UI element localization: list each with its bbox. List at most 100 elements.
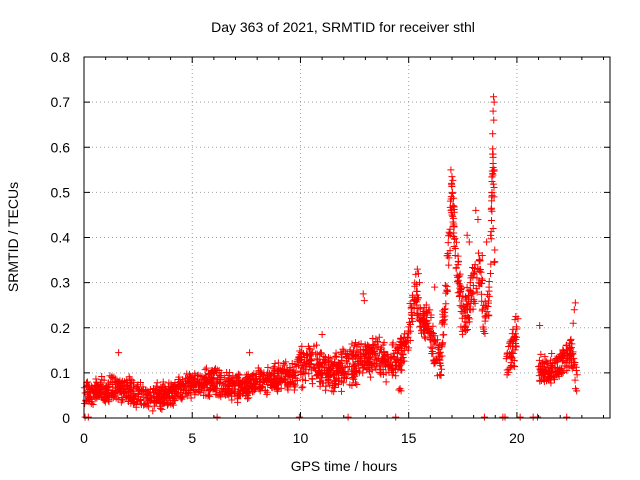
data-point [83, 378, 91, 386]
data-point [444, 239, 452, 247]
data-point [490, 116, 498, 124]
data-point [186, 373, 194, 381]
chart-title: Day 363 of 2021, SRMTID for receiver sth… [211, 19, 475, 35]
data-point [84, 413, 92, 421]
data-point [416, 317, 424, 325]
data-point [430, 338, 438, 346]
data-point [115, 349, 123, 357]
data-point [275, 366, 283, 374]
data-point [318, 331, 326, 339]
data-point [480, 413, 488, 421]
data-point [208, 379, 216, 387]
data-point [483, 238, 491, 246]
data-point [334, 380, 342, 388]
data-point [146, 397, 154, 405]
data-point [559, 347, 567, 355]
data-point [550, 374, 558, 382]
data-point [474, 215, 482, 223]
data-point [297, 364, 305, 372]
data-point [458, 327, 466, 335]
data-point [563, 413, 571, 421]
data-point [481, 314, 489, 322]
data-point [376, 368, 384, 376]
data-point [201, 374, 209, 382]
data-point [421, 323, 429, 331]
data-point [252, 370, 260, 378]
data-point [85, 393, 93, 401]
data-point [446, 197, 454, 205]
data-point [512, 339, 520, 347]
data-point [357, 340, 365, 348]
y-tick-label: 0.4 [51, 230, 71, 246]
data-point [98, 372, 106, 380]
x-tick-label: 5 [188, 430, 196, 446]
data-point [102, 388, 110, 396]
data-point [393, 356, 401, 364]
data-point [213, 377, 221, 385]
data-point [413, 287, 421, 295]
data-point [449, 212, 457, 220]
data-point [359, 290, 367, 298]
data-point [100, 395, 108, 403]
data-point [535, 356, 543, 364]
data-point [325, 378, 333, 386]
data-point [478, 290, 486, 298]
data-point [476, 256, 484, 264]
data-point [317, 349, 325, 357]
data-point [422, 301, 430, 309]
data-point [573, 371, 581, 379]
data-point [298, 384, 306, 392]
data-point [186, 383, 194, 391]
data-point [165, 379, 173, 387]
data-point [416, 279, 424, 287]
data-point [419, 322, 427, 330]
data-point [215, 391, 223, 399]
data-point [398, 366, 406, 374]
data-point [130, 378, 138, 386]
data-point [484, 297, 492, 305]
data-point [352, 339, 360, 347]
y-tick-label: 0 [62, 410, 70, 426]
data-point [359, 364, 367, 372]
data-point [158, 388, 166, 396]
data-point [328, 358, 336, 366]
data-point [369, 334, 377, 342]
data-point [227, 387, 235, 395]
data-point [330, 383, 338, 391]
data-point [436, 348, 444, 356]
data-point [127, 399, 135, 407]
data-point [505, 343, 513, 351]
data-point [233, 374, 241, 382]
data-point [466, 279, 474, 287]
data-point [255, 385, 263, 393]
data-point [301, 376, 309, 384]
data-point [182, 389, 190, 397]
data-point [122, 388, 130, 396]
data-point [337, 387, 345, 395]
data-point [330, 388, 338, 396]
data-point [452, 264, 460, 272]
data-point [449, 202, 457, 210]
data-point [326, 366, 334, 374]
data-point [345, 354, 353, 362]
data-point [127, 384, 135, 392]
y-axis-label: SRMTID / TECUs [5, 182, 21, 292]
data-point [471, 268, 479, 276]
data-point [487, 260, 495, 268]
data-point [332, 361, 340, 369]
data-point [331, 353, 339, 361]
data-point [573, 387, 581, 395]
data-point [438, 365, 446, 373]
data-point [242, 379, 250, 387]
data-point [439, 331, 447, 339]
data-point [373, 344, 381, 352]
data-point [485, 292, 493, 300]
data-point [388, 371, 396, 379]
data-point [396, 361, 404, 369]
data-point [464, 313, 472, 321]
data-point [421, 333, 429, 341]
data-point [489, 180, 497, 188]
data-point [478, 275, 486, 283]
data-point [503, 349, 511, 357]
data-point [335, 360, 343, 368]
